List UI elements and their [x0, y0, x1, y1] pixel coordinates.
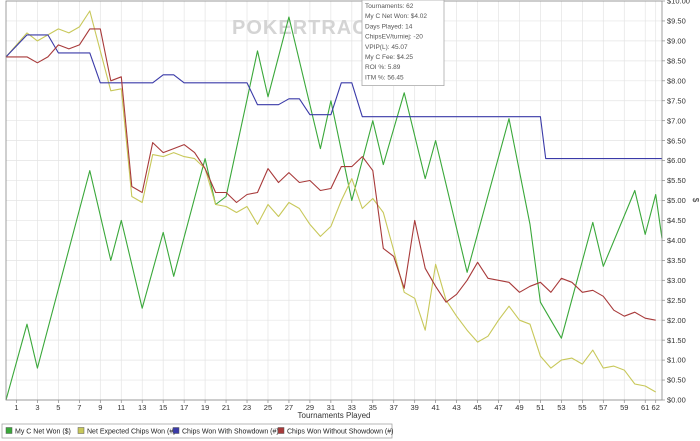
y-tick-label: $6.00 [667, 156, 686, 165]
tooltip-line: ChipsEV/turniej: -20 [365, 34, 423, 41]
legend-label: My C Net Won ($) [15, 429, 71, 436]
tooltip-line: Days Played: 14 [365, 23, 413, 30]
y-axis-ticks: $0.00 $0.50 $1.00 $1.50 $2.00 $2.50 $3.00 $3.50… [662, 0, 690, 405]
y-tick-label: $4.00 [667, 236, 686, 245]
y-tick-label: $9.50 [667, 17, 686, 26]
legend-swatch [5, 427, 13, 434]
x-tick-label: 47 [494, 403, 502, 412]
series-lines [5, 10, 663, 401]
y-tick-label: $3.00 [667, 276, 686, 285]
y-tick-label: $7.00 [667, 116, 686, 125]
series-line-3 [5, 34, 662, 160]
series-line-1 [5, 16, 663, 401]
legend-swatch [277, 427, 285, 434]
x-tick-label: 49 [515, 403, 523, 412]
y-tick-label: $8.50 [667, 56, 686, 65]
x-tick-label: 1 [14, 403, 18, 412]
tooltip-box [361, 0, 445, 86]
x-tick-label: 35 [369, 403, 377, 412]
y-tick-label: $8.00 [667, 76, 686, 85]
y-tick-label: $10.00 [667, 0, 690, 6]
tooltip-line: Tournaments: 62 [365, 3, 414, 10]
x-tick-label: 43 [452, 403, 460, 412]
y-tick-label: $5.50 [667, 176, 686, 185]
x-tick-label: 41 [431, 403, 439, 412]
legend: My C Net Won ($) Net Expected Chips Won (… [1, 423, 393, 439]
y-tick-label: $2.50 [667, 296, 686, 305]
y-tick-label: $0.00 [667, 396, 686, 405]
x-axis-title: Tournaments Played [298, 411, 371, 420]
x-tick-label: 59 [620, 403, 628, 412]
x-tick-label: 19 [201, 403, 209, 412]
x-tick-label: 55 [578, 403, 586, 412]
x-axis-ticks: 1 3 5 7 9 11 13 15 17 19 21 23 25 27 29 31 33 35 37 39 41 43 4… [14, 400, 660, 412]
x-tick-label: 27 [285, 403, 293, 412]
series-line-4 [6, 28, 656, 321]
x-tick-label: 33 [348, 403, 356, 412]
x-tick-label: 7 [77, 403, 81, 412]
x-tick-label: 3 [35, 403, 39, 412]
x-tick-label: 23 [243, 403, 251, 412]
legend-label: Chips Won Without Showdown (#) [287, 429, 393, 436]
hover-tooltip: Tournaments: 62 My C Net Won: $4.02 Days P… [361, 0, 445, 86]
tooltip-line: VPIP(L): 45.07 [365, 44, 408, 51]
x-tick-label: 21 [222, 403, 230, 412]
y-tick-label: $3.50 [667, 256, 686, 265]
x-tick-label: 62 [652, 403, 660, 412]
x-tick-label: 17 [180, 403, 188, 412]
y-tick-label: $0.50 [667, 376, 686, 385]
legend-label: Chips Won With Showdown (#) [182, 429, 279, 436]
legend-swatch [172, 427, 180, 434]
x-tick-label: 13 [138, 403, 146, 412]
x-tick-label: 45 [473, 403, 481, 412]
y-tick-label: $5.00 [667, 196, 686, 205]
y-tick-label: $1.00 [667, 356, 686, 365]
tooltip-line: ROI %: 5.89 [365, 64, 401, 71]
grid-lines [6, 0, 662, 401]
x-tick-label: 51 [536, 403, 544, 412]
y-tick-label: $4.50 [667, 216, 686, 225]
series-line-2 [5, 10, 656, 393]
legend-label: Net Expected Chips Won (#) [87, 429, 176, 436]
x-tick-label: 9 [98, 403, 102, 412]
x-tick-label: 31 [327, 403, 335, 412]
x-tick-label: 53 [557, 403, 565, 412]
x-tick-label: 15 [159, 403, 167, 412]
x-tick-label: 37 [390, 403, 398, 412]
x-tick-label: 57 [599, 403, 607, 412]
y-tick-label: $6.50 [667, 136, 686, 145]
y-tick-label: $1.50 [667, 336, 686, 345]
x-tick-label: 25 [264, 403, 272, 412]
tooltip-line: My C Net Won: $4.02 [365, 13, 427, 20]
x-tick-label: 29 [306, 403, 314, 412]
x-tick-label: 5 [56, 403, 60, 412]
x-tick-label: 11 [117, 403, 125, 412]
y-tick-label: $2.00 [667, 316, 686, 325]
x-tick-label: 39 [411, 403, 419, 412]
legend-swatch [77, 427, 85, 434]
legend-box [1, 423, 393, 439]
x-tick-label: 61 [641, 403, 649, 412]
y-axis-title: $ [691, 198, 700, 203]
y-tick-label: $7.50 [667, 96, 686, 105]
tooltip-line: My C Fee: $4.25 [365, 54, 413, 61]
tooltip-line: ITM %: 56.45 [365, 74, 404, 81]
y-tick-label: $9.00 [667, 37, 686, 46]
